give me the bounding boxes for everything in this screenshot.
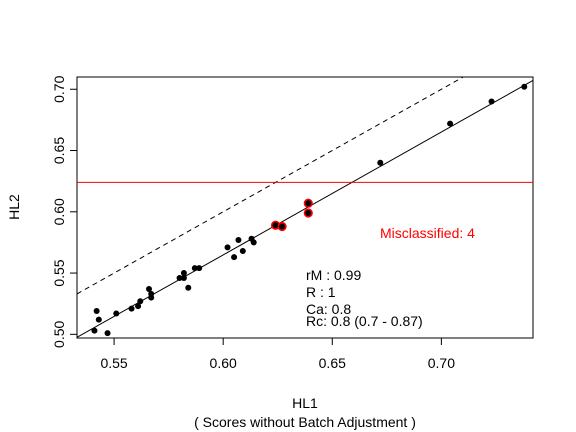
y-tick-label: 0.55: [51, 259, 67, 286]
data-point: [250, 239, 257, 246]
data-point: [104, 330, 111, 337]
identity-line: [77, 77, 465, 295]
data-point: [224, 244, 231, 251]
stat-ca: Ca: 0.8: [306, 301, 351, 317]
fit-line: [77, 79, 533, 338]
data-point: [272, 222, 279, 229]
stats-block: rM : 0.99 R : 1 Ca: 0.8 Rc: 0.8 (0.7 - 0…: [306, 267, 423, 329]
x-tick-label: 0.55: [100, 355, 127, 371]
y-axis-title: HL2: [6, 194, 22, 220]
data-point: [305, 210, 312, 217]
data-point: [137, 298, 144, 305]
y-tick-label: 0.65: [51, 137, 67, 164]
data-point: [488, 98, 495, 105]
y-tick-label: 0.60: [51, 198, 67, 225]
x-axis-subtitle: ( Scores without Batch Adjustment ): [194, 414, 416, 430]
x-axis-title: HL1: [292, 395, 318, 411]
data-point: [93, 308, 100, 315]
data-point: [447, 120, 454, 127]
x-tick-label: 0.60: [210, 355, 237, 371]
data-point: [148, 290, 155, 297]
stat-rc: Rc: 0.8 (0.7 - 0.87): [306, 313, 423, 329]
stat-rm: rM : 0.99: [306, 267, 361, 283]
data-point: [279, 223, 286, 230]
data-point: [305, 200, 312, 207]
x-tick-label: 0.70: [428, 355, 455, 371]
data-point: [191, 265, 198, 272]
data-point: [239, 248, 246, 254]
data-point: [91, 327, 98, 334]
data-point: [231, 254, 238, 261]
x-tick-label: 0.65: [319, 355, 346, 371]
y-tick-label: 0.70: [51, 75, 67, 102]
stat-r: R : 1: [306, 284, 336, 300]
y-tick-label: 0.50: [51, 320, 67, 347]
data-point: [146, 285, 152, 292]
data-point: [377, 159, 384, 166]
data-point: [95, 316, 102, 323]
data-point: [180, 274, 187, 281]
y-axis: 0.50 0.55 0.60 0.65 0.70: [51, 75, 78, 348]
data-point: [176, 274, 183, 281]
data-point: [185, 284, 192, 291]
misclassified-label: Misclassified: 4: [380, 225, 475, 241]
x-axis: 0.55 0.60 0.65 0.70: [100, 337, 455, 371]
data-point: [128, 305, 135, 312]
data-point: [521, 83, 528, 90]
data-point: [196, 265, 203, 272]
data-point: [180, 270, 187, 277]
data-point: [135, 303, 142, 310]
data-point: [113, 310, 120, 317]
data-point: [235, 236, 242, 243]
data-points: [91, 83, 528, 337]
